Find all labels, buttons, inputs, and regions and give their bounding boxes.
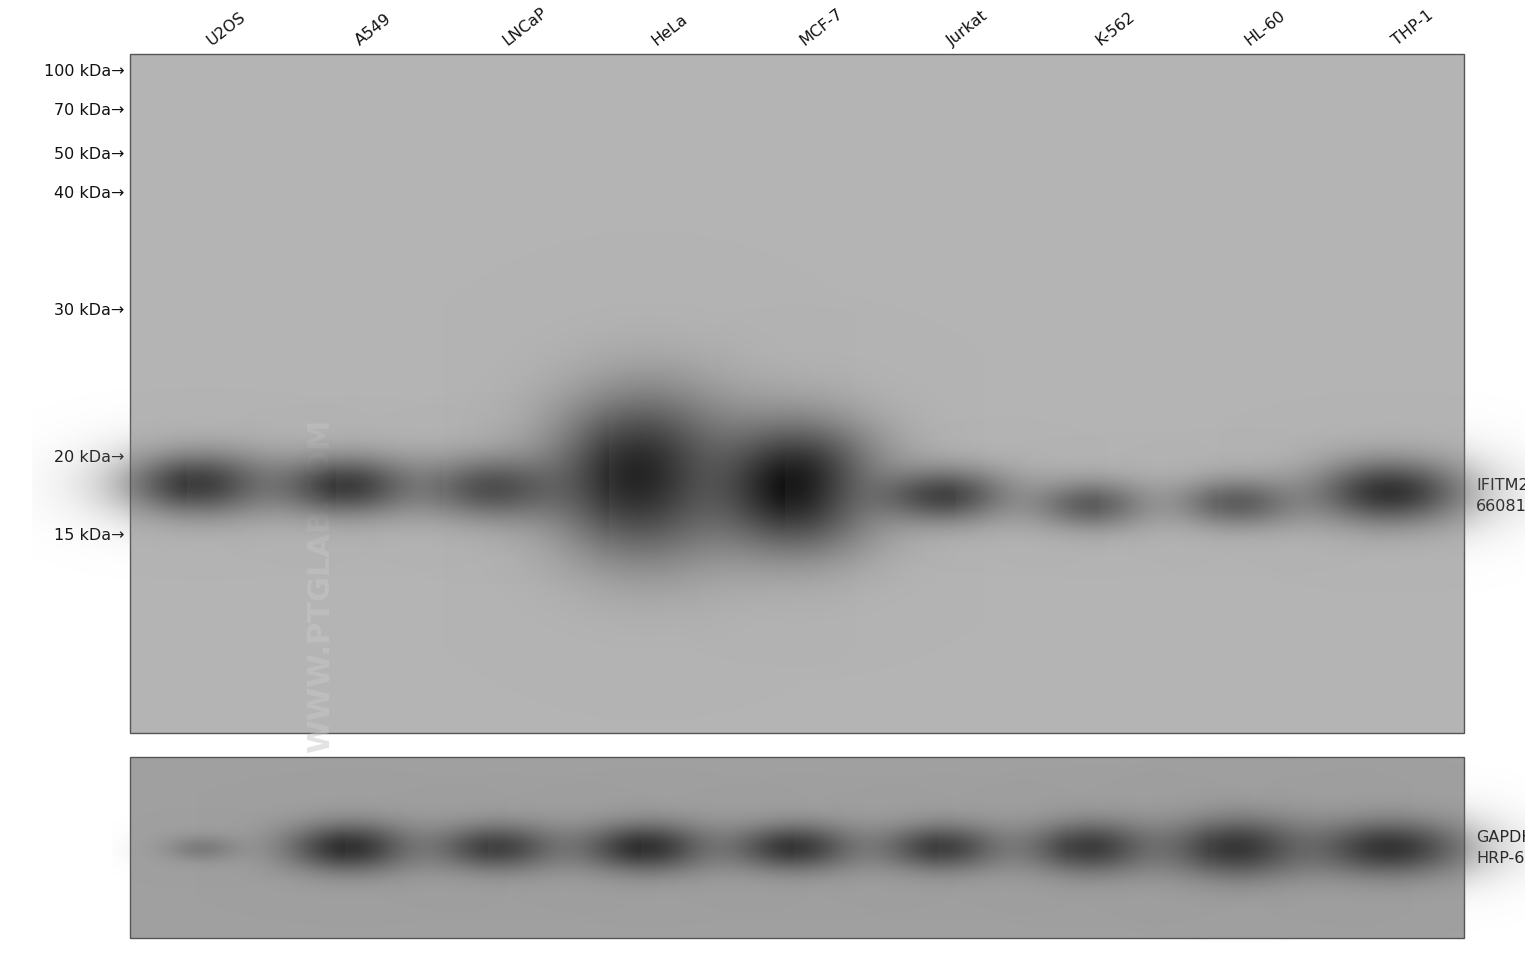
Bar	[130, 757, 1464, 938]
Bar	[130, 54, 1464, 733]
Text: Jurkat: Jurkat	[946, 8, 991, 49]
Text: 40 kDa→: 40 kDa→	[55, 186, 125, 201]
Text: IFITM2/3
66081-1-Ig: IFITM2/3 66081-1-Ig	[1476, 479, 1525, 514]
Text: HeLa: HeLa	[648, 12, 689, 49]
Text: U2OS: U2OS	[204, 10, 249, 49]
Text: LNCaP: LNCaP	[500, 5, 551, 49]
Text: WWW.PTGLAB.COM: WWW.PTGLAB.COM	[305, 419, 336, 753]
Text: GAPDH
HRP-60004: GAPDH HRP-60004	[1476, 830, 1525, 866]
Text: 20 kDa→: 20 kDa→	[55, 449, 125, 465]
Text: 50 kDa→: 50 kDa→	[55, 147, 125, 162]
Text: 15 kDa→: 15 kDa→	[53, 528, 125, 543]
Text: 70 kDa→: 70 kDa→	[55, 103, 125, 118]
Text: A549: A549	[352, 12, 393, 49]
Text: THP-1: THP-1	[1389, 8, 1437, 49]
Text: 30 kDa→: 30 kDa→	[55, 303, 125, 319]
Text: K-562: K-562	[1093, 9, 1138, 49]
Text: MCF-7: MCF-7	[796, 6, 845, 49]
Text: HL-60: HL-60	[1241, 8, 1287, 49]
Text: 100 kDa→: 100 kDa→	[44, 64, 125, 79]
